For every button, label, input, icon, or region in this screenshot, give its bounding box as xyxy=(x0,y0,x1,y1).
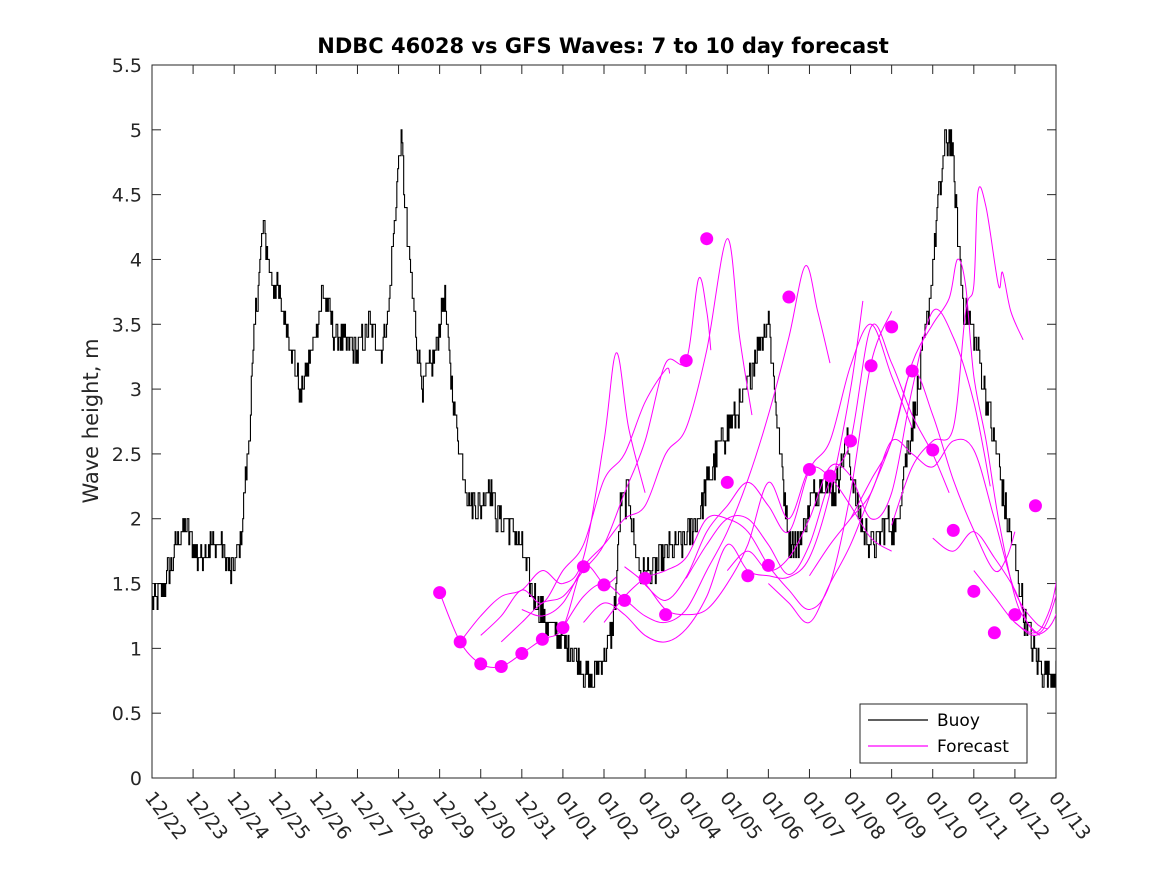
y-axis-label: Wave height, m xyxy=(79,338,103,503)
forecast-marker xyxy=(638,571,652,585)
forecast-marker xyxy=(926,443,940,457)
y-tick-label: 0 xyxy=(130,768,142,790)
plot-area xyxy=(151,64,1057,779)
forecast-line xyxy=(891,186,1024,526)
y-tick-label: 3.5 xyxy=(112,314,142,336)
forecast-marker xyxy=(987,626,1001,640)
forecast-marker xyxy=(576,560,590,574)
legend-box xyxy=(859,703,1028,764)
forecast-line xyxy=(932,531,1056,634)
forecast-line xyxy=(500,276,712,643)
y-tick-label: 1 xyxy=(130,638,142,660)
forecast-line xyxy=(459,352,646,643)
forecast-marker xyxy=(556,621,570,635)
forecast-line xyxy=(480,367,671,636)
y-tick-label: 0.5 xyxy=(112,703,142,725)
forecast-markers xyxy=(433,232,1042,674)
forecast-marker xyxy=(967,584,981,598)
forecast-marker xyxy=(844,434,858,448)
forecast-marker xyxy=(453,635,467,649)
forecast-line xyxy=(1014,612,1056,636)
forecast-marker xyxy=(885,320,899,334)
y-tick-label: 5 xyxy=(130,120,142,142)
y-tick-label: 1.5 xyxy=(112,574,142,596)
legend-buoy-label: Buoy xyxy=(937,711,980,731)
y-axis: 0 0.5 1 1.5 2 2.5 3 3.5 4 4.5 5 5.5 xyxy=(112,55,1056,790)
legend-forecast-label: Forecast xyxy=(937,737,1009,757)
forecast-marker xyxy=(782,290,796,304)
chart-title: NDBC 46028 vs GFS Waves: 7 to 10 day for… xyxy=(317,34,888,58)
forecast-marker xyxy=(823,469,837,483)
forecast-marker xyxy=(679,354,693,368)
forecast-marker xyxy=(433,586,447,600)
y-tick-label: 2 xyxy=(130,509,142,531)
plot-content xyxy=(152,129,1056,688)
y-tick-label: 2.5 xyxy=(112,444,142,466)
forecast-marker xyxy=(618,593,632,607)
forecast-marker xyxy=(741,569,755,583)
forecast-line xyxy=(583,300,864,643)
forecast-marker xyxy=(1028,499,1042,513)
y-tick-label: 5.5 xyxy=(112,55,142,77)
forecast-marker xyxy=(1008,608,1022,622)
forecast-marker xyxy=(474,657,488,671)
forecast-marker xyxy=(659,608,673,622)
legend: Buoy Forecast xyxy=(859,703,1028,764)
forecast-marker xyxy=(761,558,775,572)
forecast-marker xyxy=(597,578,611,592)
buoy-series-line xyxy=(152,129,1056,688)
forecast-marker xyxy=(515,647,529,661)
y-tick-label: 3 xyxy=(130,379,142,401)
forecast-marker xyxy=(905,364,919,378)
y-tick-label: 4.5 xyxy=(112,185,142,207)
forecast-line xyxy=(439,564,617,669)
forecast-line xyxy=(603,311,893,623)
forecast-marker xyxy=(864,359,878,373)
forecast-marker xyxy=(802,462,816,476)
forecast-marker xyxy=(494,660,508,674)
forecast-marker xyxy=(700,232,714,246)
forecast-line xyxy=(726,308,991,572)
forecast-line xyxy=(521,238,753,617)
forecast-series-lines xyxy=(439,186,1056,669)
y-tick-label: 4 xyxy=(130,249,142,271)
forecast-marker xyxy=(946,523,960,537)
forecast-line xyxy=(562,265,831,628)
forecast-marker xyxy=(535,632,549,646)
forecast-line xyxy=(644,323,913,601)
forecast-marker xyxy=(720,475,734,489)
